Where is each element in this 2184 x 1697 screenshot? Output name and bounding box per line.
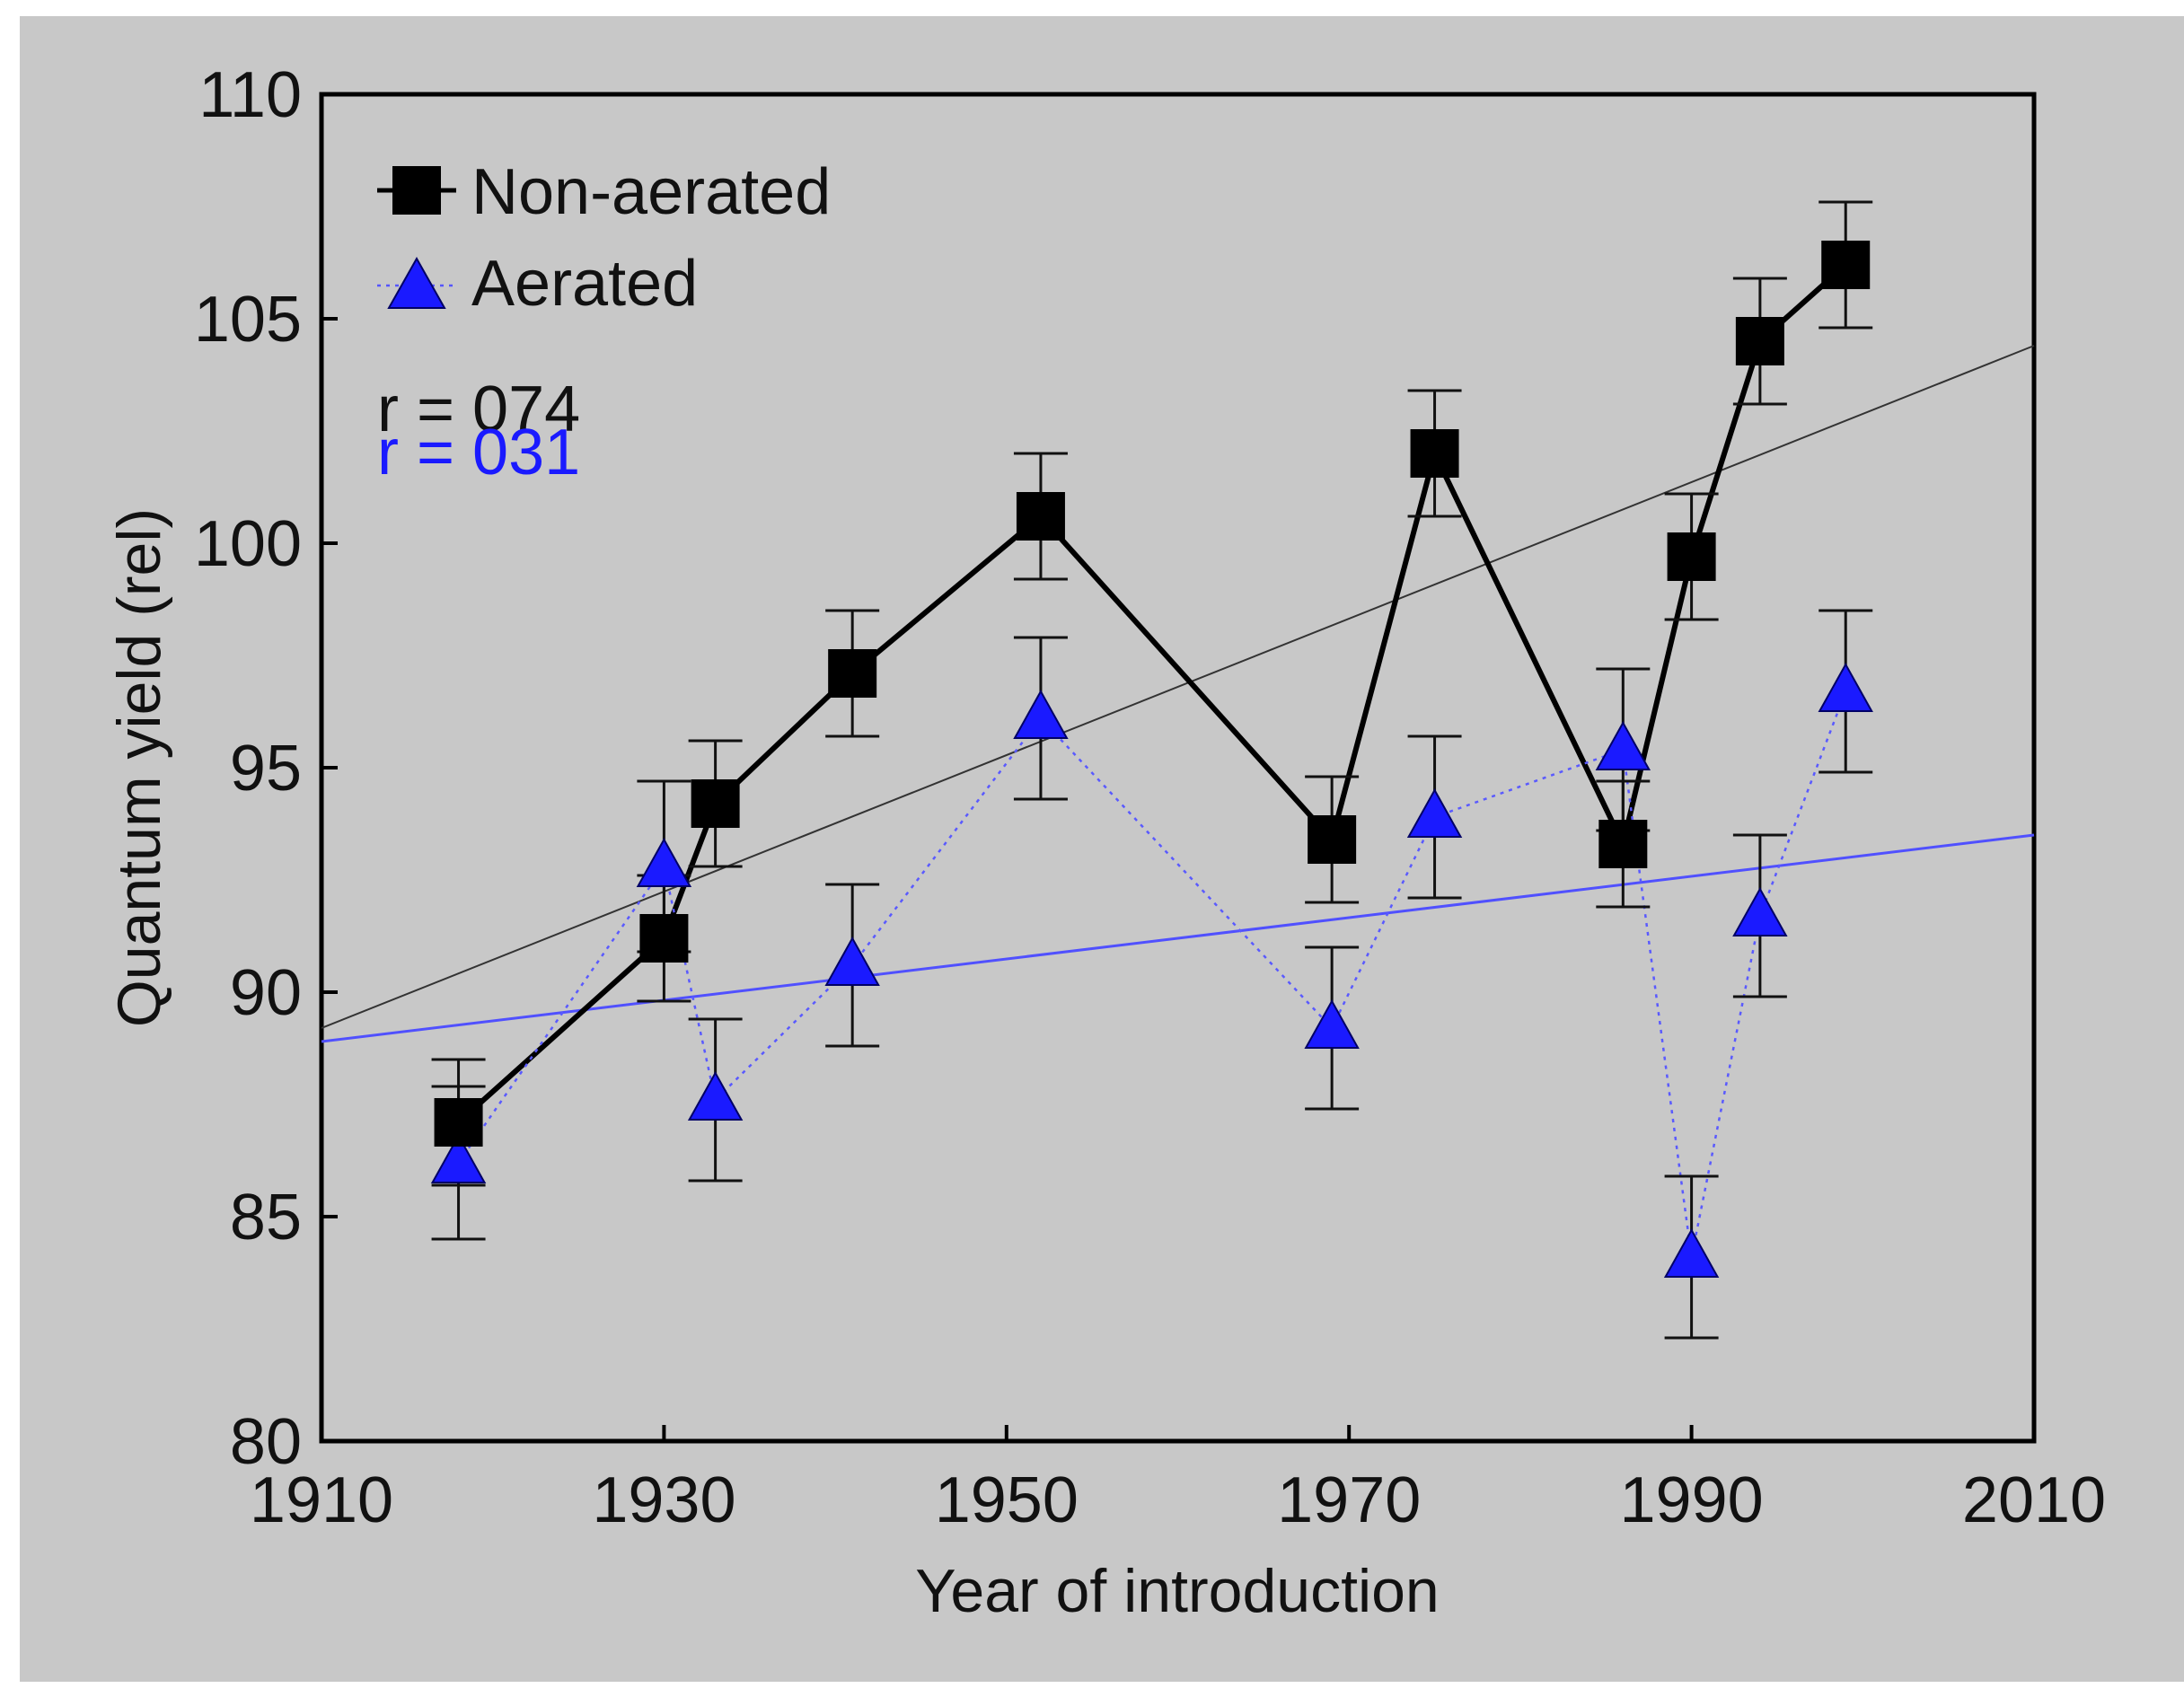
x-tick-label-1990: 1990 — [1620, 1464, 1764, 1536]
legend-item-non-aerated: Non-aerated — [377, 156, 831, 228]
y-tick-label-105: 105 — [194, 284, 302, 356]
legend-label-aerated: Aerated — [471, 248, 698, 320]
point-non-aerated-4 — [1016, 492, 1065, 541]
point-aerated-1 — [636, 837, 692, 887]
point-aerated-4 — [1013, 689, 1069, 739]
legend-item-aerated: Aerated — [377, 248, 698, 320]
y-tick-label-110: 110 — [198, 59, 302, 131]
y-axis: 80 85 90 95 100 105 110 — [194, 59, 338, 1478]
point-aerated-0 — [430, 1133, 487, 1183]
point-aerated-5 — [1304, 998, 1360, 1049]
point-non-aerated-2 — [691, 779, 740, 828]
x-tick-label-1970: 1970 — [1277, 1464, 1421, 1536]
y-tick-label-80: 80 — [230, 1406, 302, 1478]
legend-triangle-marker — [387, 256, 446, 309]
point-aerated-2 — [687, 1070, 744, 1121]
point-non-aerated-6 — [1410, 429, 1459, 478]
point-aerated-9 — [1732, 886, 1788, 936]
x-axis-title: Year of introduction — [915, 1557, 1439, 1625]
legend-label-non-aerated: Non-aerated — [471, 156, 831, 228]
point-aerated-6 — [1406, 787, 1463, 838]
point-non-aerated-5 — [1308, 815, 1357, 864]
point-aerated-8 — [1663, 1227, 1720, 1278]
trend-line-1 — [321, 833, 2035, 1043]
y-tick-label-95: 95 — [230, 733, 302, 805]
point-non-aerated-10 — [1821, 241, 1871, 289]
point-non-aerated-8 — [1667, 532, 1716, 581]
data-markers — [430, 241, 1873, 1278]
y-tick-label-90: 90 — [230, 957, 302, 1029]
r-label-non-aerated: r = 074 — [377, 374, 580, 445]
x-axis: 1910 1930 1950 1970 1990 2010 — [250, 1425, 2106, 1536]
y-axis-title: Quantum yield (rel) — [105, 508, 173, 1027]
x-tick-label-1930: 1930 — [592, 1464, 735, 1536]
r-label-aerated: r = 031 — [377, 417, 580, 488]
point-non-aerated-1 — [639, 914, 689, 963]
point-non-aerated-7 — [1598, 820, 1648, 868]
point-aerated-3 — [824, 936, 880, 986]
trend-line-0 — [321, 345, 2035, 1029]
point-non-aerated-9 — [1735, 317, 1784, 365]
y-tick-label-100: 100 — [194, 508, 302, 580]
x-tick-label-1950: 1950 — [935, 1464, 1079, 1536]
point-non-aerated-3 — [828, 649, 877, 698]
point-non-aerated-0 — [434, 1098, 483, 1147]
legend: Non-aerated Aerated — [377, 156, 831, 320]
trend-lines — [321, 345, 2035, 1043]
x-tick-label-1910: 1910 — [250, 1464, 393, 1536]
legend-square-marker — [392, 166, 441, 215]
y-tick-label-85: 85 — [230, 1182, 302, 1253]
point-aerated-7 — [1595, 720, 1651, 770]
point-aerated-10 — [1818, 662, 1873, 712]
x-tick-label-2010: 2010 — [1962, 1464, 2106, 1536]
